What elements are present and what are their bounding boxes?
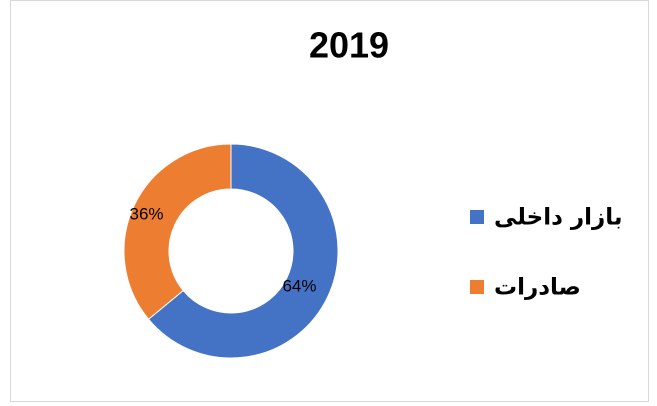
donut-slice — [123, 143, 232, 320]
legend-swatch — [470, 280, 484, 294]
chart-frame — [10, 0, 649, 402]
legend-label: بازار داخلی — [494, 205, 623, 231]
donut-slice — [147, 143, 339, 359]
legend-label: صادرات — [494, 275, 581, 301]
data-label: 64% — [282, 276, 316, 295]
data-label: 36% — [130, 205, 164, 224]
legend-swatch — [470, 210, 484, 224]
chart-title: 2019 — [309, 25, 389, 66]
